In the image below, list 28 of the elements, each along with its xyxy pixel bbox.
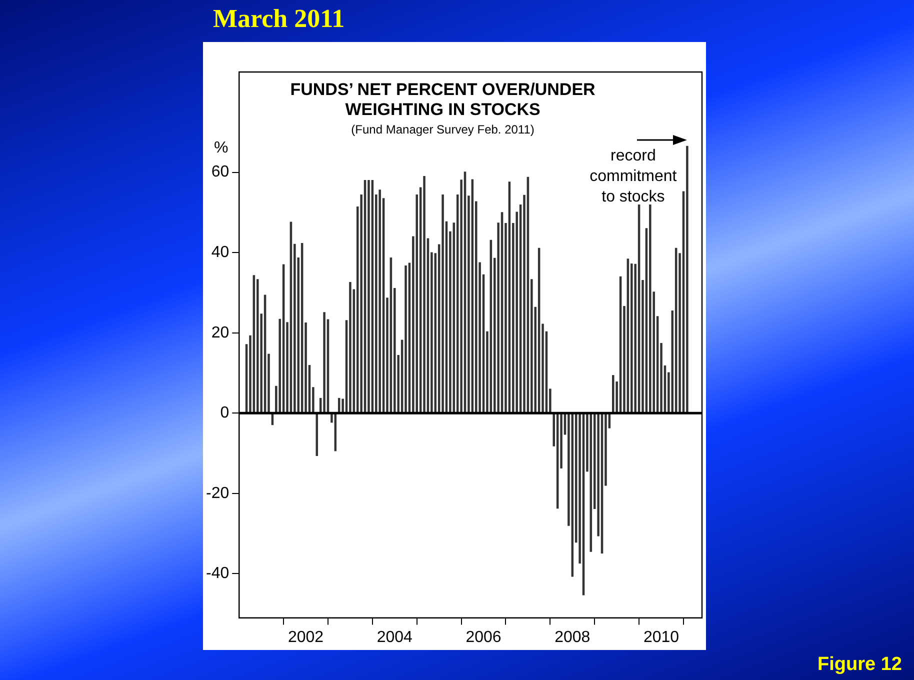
bar: [323, 312, 326, 413]
bar: [612, 375, 614, 413]
y-tick-label: 40: [211, 244, 230, 261]
bar: [378, 190, 381, 413]
bar: [256, 279, 259, 413]
y-tick-label: 0: [220, 404, 230, 422]
x-tick-label: 2010: [643, 628, 680, 646]
x-tick-label: 2008: [554, 628, 590, 646]
y-tick-label: 20: [211, 324, 230, 342]
y-tick-label: -20: [206, 484, 230, 502]
bar: [423, 176, 426, 413]
y-tick-label: 60: [211, 164, 230, 181]
x-tick-label: 2006: [466, 628, 502, 646]
bar: [442, 194, 444, 413]
caption: Figure 12: [818, 654, 902, 676]
bar: [404, 266, 407, 413]
bar: [649, 204, 652, 413]
text: (Fund Manager Survey Feb. 2011): [351, 122, 534, 136]
bar: [686, 146, 688, 413]
bar: [349, 282, 352, 413]
text: March 2011: [213, 4, 345, 34]
x-tick-label: 2004: [376, 628, 413, 646]
y-tick-label: -40: [206, 565, 230, 582]
bar: [368, 180, 370, 413]
x-tick-label: 2002: [288, 628, 324, 646]
y-axis-title: %: [214, 140, 228, 157]
text: FUNDS’ NET PERCENT OVER/UNDER WEIGHTING IN STOCKS: [290, 80, 596, 120]
annotation: record commitment to stocks: [590, 148, 678, 206]
